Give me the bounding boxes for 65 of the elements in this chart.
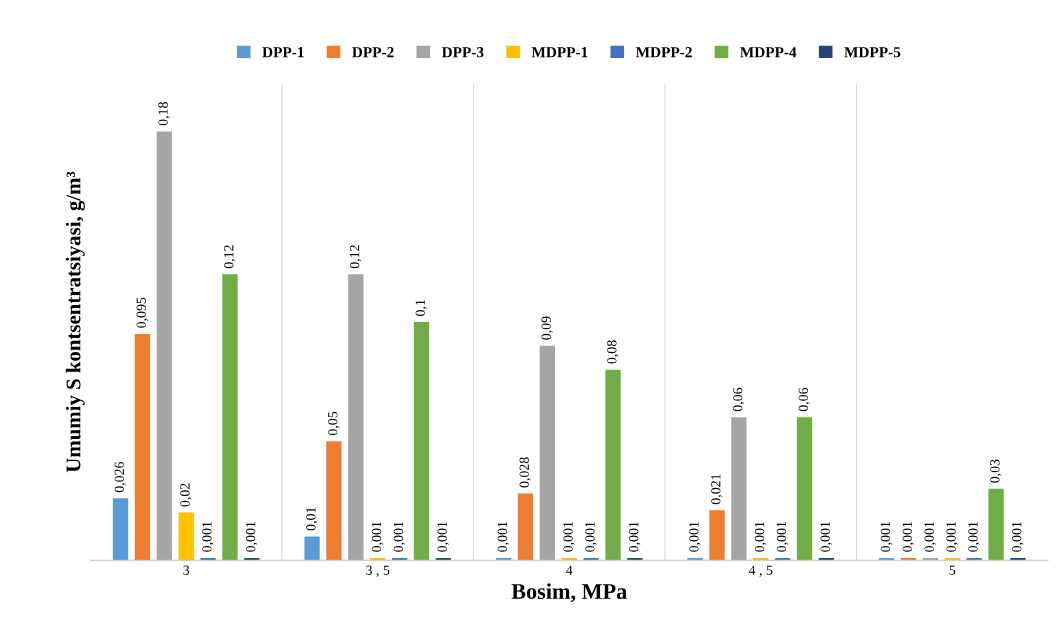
bar	[178, 512, 194, 561]
legend-label: DPP-1	[262, 47, 304, 58]
legend-label: MDPP-2	[635, 47, 692, 58]
legend-label: MDPP-4	[740, 47, 797, 58]
data-label: 0,026	[114, 461, 127, 493]
data-label: 0,06	[732, 387, 745, 412]
data-label: 0,02	[180, 483, 192, 507]
data-label: 0,001	[820, 521, 832, 552]
data-label: 0,001	[202, 521, 214, 552]
bar	[605, 369, 621, 561]
bar	[988, 488, 1004, 561]
data-label: 0,001	[946, 521, 958, 552]
legend-label: DPP-2	[352, 47, 394, 58]
data-label: 0,001	[245, 521, 258, 552]
data-label: 0,09	[541, 316, 553, 340]
bar	[112, 498, 129, 561]
data-label: 0,001	[437, 521, 449, 552]
bar	[709, 510, 725, 561]
data-label: 0,18	[158, 102, 170, 126]
bar	[539, 345, 556, 561]
data-label: 0,05	[328, 411, 340, 436]
data-label: 0,001	[1012, 521, 1024, 552]
data-label: 0,021	[711, 474, 723, 505]
data-label: 0,001	[629, 521, 641, 552]
data-label: 0,001	[393, 521, 406, 552]
legend-label: MDPP-5	[844, 47, 901, 58]
bar	[304, 536, 320, 561]
bar	[731, 417, 747, 561]
data-label: 0,001	[371, 521, 384, 552]
data-label: 0,001	[968, 521, 980, 552]
data-label: 0,12	[349, 245, 362, 269]
data-label: 0,001	[585, 521, 597, 552]
data-label: 0,001	[902, 521, 914, 552]
data-label: 0,06	[798, 387, 811, 412]
data-label: 0,001	[497, 521, 510, 552]
bar	[156, 131, 172, 561]
bar	[796, 417, 813, 561]
data-label: 0,01	[306, 507, 318, 531]
x-tick-label: 4	[566, 565, 573, 575]
x-tick-label: 4 , 5	[748, 565, 773, 577]
x-axis-title: Bosim, MPa	[511, 583, 627, 603]
legend-label: MDPP-1	[531, 47, 588, 58]
bar	[326, 441, 342, 561]
data-label: 0,001	[776, 521, 789, 552]
x-tick-label: 5	[949, 565, 956, 575]
x-tick-label: 3	[183, 565, 190, 575]
x-tick-label: 3 , 5	[366, 565, 390, 577]
legend-label: DPP-3	[441, 47, 484, 58]
bar	[134, 333, 151, 561]
bar	[413, 322, 430, 561]
bar	[222, 274, 238, 561]
data-label: 0,03	[990, 459, 1002, 483]
data-label: 0,001	[754, 521, 767, 552]
y-axis-title: Umumiy S kontsentratsiyasi, g/m³	[65, 171, 85, 473]
data-label: 0,028	[519, 457, 531, 488]
data-label: 0,08	[607, 340, 619, 364]
data-label: 0,095	[136, 297, 148, 328]
bar	[517, 493, 534, 561]
data-label: 0,12	[224, 245, 236, 269]
data-label: 0,001	[563, 521, 575, 552]
data-label: 0,001	[880, 521, 893, 552]
data-label: 0,1	[415, 299, 427, 316]
bar	[348, 274, 364, 561]
data-label: 0,001	[689, 521, 701, 552]
data-label: 0,001	[924, 521, 936, 552]
